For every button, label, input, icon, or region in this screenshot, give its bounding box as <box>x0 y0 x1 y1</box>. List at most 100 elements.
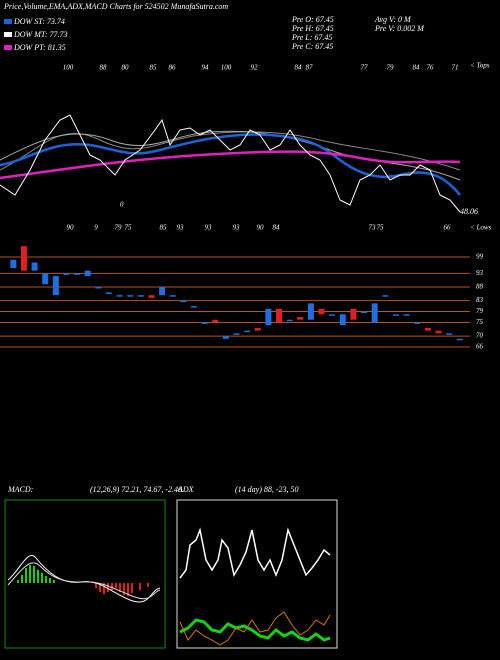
adx-label: ADX <box>177 485 195 494</box>
info-text: Pre V: 0.002 M <box>374 24 425 33</box>
candle <box>180 300 187 303</box>
adx-params: (14 day) 88, -23, 50 <box>235 485 299 494</box>
candle <box>254 327 261 331</box>
y-tick-label: 99 <box>476 253 484 261</box>
y-tick-label: 88 <box>476 283 484 291</box>
zero-label: 0 <box>120 201 124 209</box>
candle <box>371 303 378 323</box>
top-label: 84 <box>295 64 303 72</box>
top-label: 100 <box>221 64 232 72</box>
candle <box>424 327 431 331</box>
bottom-label: 75 <box>125 224 133 232</box>
candle <box>244 330 251 333</box>
y-tick-label: 66 <box>476 343 484 351</box>
candle <box>31 262 38 271</box>
top-label: 86 <box>169 64 177 72</box>
macd-params: (12,26,9) 72.21, 74.67, -2.46 <box>90 485 182 494</box>
legend-label: DOW ST: 73.74 <box>13 17 65 26</box>
candle <box>148 295 155 298</box>
candle <box>63 273 70 275</box>
tops-label: < Tops <box>470 62 490 70</box>
candle <box>116 295 123 297</box>
candle <box>74 273 81 275</box>
bottom-label: 79 <box>115 224 123 232</box>
candle <box>169 295 176 297</box>
candle <box>233 333 240 335</box>
top-label: 92 <box>251 64 259 72</box>
candle <box>382 295 389 297</box>
y-tick-label: 93 <box>476 269 484 277</box>
indicator-lines <box>0 114 461 213</box>
bottom-label: 93 <box>233 224 241 232</box>
legend-label: DOW PT: 81.35 <box>13 43 66 52</box>
candle <box>350 308 357 320</box>
candle <box>84 270 91 277</box>
candle <box>190 306 197 308</box>
bottom-label: 90 <box>67 224 75 232</box>
y-tick-label: 83 <box>476 296 484 304</box>
candle <box>297 317 304 320</box>
candle <box>446 333 453 335</box>
candle <box>435 330 442 334</box>
candle <box>414 322 421 324</box>
candle <box>265 308 272 326</box>
candle <box>95 287 102 289</box>
candle <box>212 319 219 323</box>
top-label: 79 <box>387 64 395 72</box>
bottom-label: 93 <box>205 224 213 232</box>
info-text: Avg V: 0 M <box>374 15 412 24</box>
legend-swatch <box>4 32 12 37</box>
top-label: 88 <box>100 64 108 72</box>
candle <box>339 314 346 326</box>
top-label: 84 <box>413 64 421 72</box>
info-text: Pre O: 67.45 <box>291 15 334 24</box>
candle <box>318 308 325 315</box>
candle <box>20 246 27 271</box>
y-tick-label: 75 <box>476 318 484 326</box>
candle <box>52 276 59 296</box>
bottom-label: 90 <box>257 224 265 232</box>
candle <box>201 322 208 324</box>
info-text: Pre L: 67.45 <box>291 33 332 42</box>
top-label: 85 <box>150 64 158 72</box>
top-label: 71 <box>452 64 459 72</box>
info-text: Pre H: 67.45 <box>291 24 334 33</box>
chart-title: Price,Volume,EMA,ADX,MACD Charts for 524… <box>3 2 228 11</box>
top-label: 94 <box>202 64 210 72</box>
y-tick-label: 79 <box>476 307 484 315</box>
candle <box>159 287 166 296</box>
top-label: 80 <box>122 64 130 72</box>
top-label: 77 <box>361 64 369 72</box>
bottom-label: 93 <box>177 224 185 232</box>
bottom-label: 9 <box>94 224 98 232</box>
bottom-label: 66 <box>444 224 452 232</box>
bottom-label: 84 <box>273 224 281 232</box>
candle <box>456 338 463 341</box>
legend-swatch <box>4 45 12 50</box>
bottom-label: 85 <box>160 224 168 232</box>
candle <box>105 292 112 294</box>
adx-panel <box>176 499 338 649</box>
candle <box>137 295 144 297</box>
macd-panel <box>4 499 166 649</box>
candle <box>329 314 336 316</box>
candle <box>307 303 314 320</box>
bottom-label: 75 <box>377 224 385 232</box>
candle <box>222 336 229 339</box>
y-tick-label: 70 <box>476 332 484 340</box>
candle <box>361 311 368 314</box>
macd-label: MACD: <box>7 485 34 494</box>
last-value: 48.06 <box>460 207 478 216</box>
candle <box>127 295 134 297</box>
candle <box>403 314 410 316</box>
candle <box>276 308 283 323</box>
candle <box>392 314 399 316</box>
candle <box>10 259 17 268</box>
top-label: 76 <box>427 64 435 72</box>
legend-label: DOW MT: 77.73 <box>13 30 68 39</box>
lows-label: < Lows <box>470 224 492 232</box>
candle <box>42 273 49 285</box>
info-text: Pre C: 67.45 <box>291 42 333 51</box>
candle <box>286 319 293 322</box>
